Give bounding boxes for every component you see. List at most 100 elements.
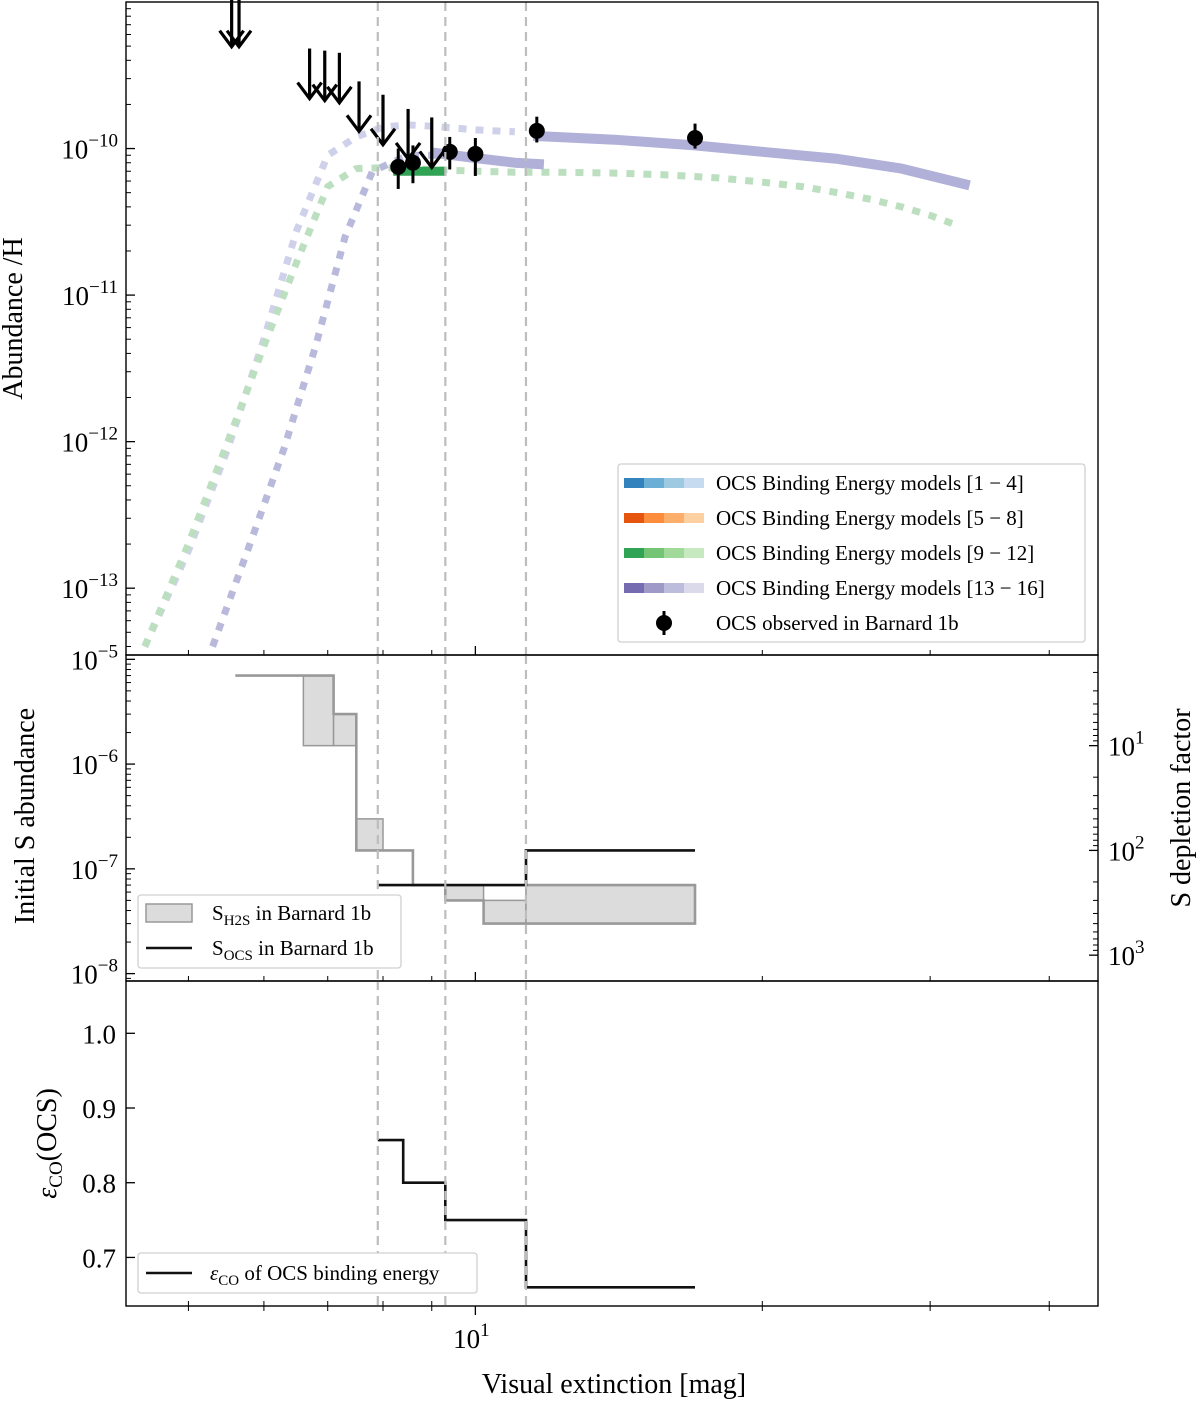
legend-swatch-segment <box>644 513 664 523</box>
upper-limit-arrow <box>326 52 353 106</box>
top-y-tick-label-base: 10 <box>62 281 89 311</box>
middle-y-tick-label-base: 10 <box>71 645 98 675</box>
upper-limit-arrow-head <box>326 85 353 106</box>
middle-y-tick-label-exp: −6 <box>98 746 118 767</box>
legend-swatch-segment <box>664 513 684 523</box>
upper-limit-arrow <box>345 81 373 135</box>
legend-swatch-segment <box>664 583 684 593</box>
legend-label-text: in Barnard 1b <box>250 901 371 925</box>
bottom-y-tick-label: 0.7 <box>82 1243 116 1273</box>
observation-point <box>404 145 421 184</box>
legend-swatch-segment <box>624 548 644 558</box>
legend-swatch-segment <box>664 548 684 558</box>
h2s-band <box>355 818 384 852</box>
legend-swatch-segment <box>624 478 644 488</box>
middle-y-tick-label-exp: −7 <box>98 851 118 872</box>
h2s-band <box>302 674 335 747</box>
middle-y-tick-label-exp: −8 <box>98 956 118 977</box>
bottom-y-axis-label: εCO(OCS) <box>32 1088 67 1199</box>
observation-marker <box>467 145 484 162</box>
h2s-band <box>444 884 485 902</box>
legend-label-subscript: OCS <box>224 948 253 964</box>
middle-y-tick-label: 10−6 <box>71 746 118 780</box>
middle-y2-tick-label: 102 <box>1108 832 1145 866</box>
observation-marker <box>528 122 545 139</box>
observation-point <box>441 136 458 170</box>
bottom-y-axis-label-tail: (OCS) <box>32 1088 63 1161</box>
middle-y-axis-label: Initial S abundance <box>10 708 41 924</box>
top-y-tick-label: 10−12 <box>61 424 118 458</box>
observation-marker <box>441 143 458 160</box>
top-y-tick-label-exp: −11 <box>89 277 118 298</box>
observation-point <box>467 138 484 176</box>
top-y-tick-label: 10−13 <box>61 570 118 604</box>
middle-y2-tick-label: 101 <box>1108 728 1145 762</box>
legend-label: OCS Binding Energy models [5 − 8] <box>716 506 1024 530</box>
top-y-tick-label-base: 10 <box>61 574 88 604</box>
top-y-tick-label: 10−10 <box>61 131 118 165</box>
bottom-legend-frame <box>137 1252 478 1294</box>
upper-limit-arrow-head <box>225 29 253 50</box>
legend-label: OCS Binding Energy models [13 − 16] <box>716 576 1045 600</box>
middle-y2-tick-label-base: 10 <box>1108 836 1135 866</box>
legend-swatch-segment <box>684 548 704 558</box>
eco-step-line <box>377 1138 695 1289</box>
middle-y-tick-label-base: 10 <box>71 960 98 990</box>
upper-limit-arrow <box>369 94 397 148</box>
upper-limit-arrow <box>225 0 253 50</box>
legend-swatch-segment <box>684 478 704 488</box>
middle-y2-tick-label-base: 10 <box>1108 941 1135 971</box>
top-y-tick-label-base: 10 <box>61 135 88 165</box>
legend-swatch-segment <box>644 478 664 488</box>
upper-limit-arrow <box>311 50 339 104</box>
legend-label: SH2S in Barnard 1b <box>212 901 371 929</box>
legend-marker-swatch <box>656 615 672 631</box>
middle-y2-tick-label-base: 10 <box>1108 732 1135 762</box>
x-tick-label-base: 10 <box>453 1324 480 1354</box>
bottom-legend: εCO of OCS binding energy <box>137 1252 478 1294</box>
bottom-y-axis-label-main: ε <box>32 1188 63 1199</box>
legend-h2s-swatch <box>145 903 193 923</box>
middle-y2-tick-label-exp: 1 <box>1135 728 1145 749</box>
bottom-y-tick-label: 0.9 <box>82 1094 116 1124</box>
series-line-model-9-12-dotted <box>141 164 959 648</box>
legend-label: OCS observed in Barnard 1b <box>716 611 959 635</box>
series-line-model-13-16-mid <box>209 151 496 648</box>
legend-label-subscript: H2S <box>224 913 251 929</box>
upper-limit-arrow <box>296 48 323 102</box>
h2s-band <box>525 884 696 925</box>
upper-limit-arrow-head <box>296 81 323 102</box>
legend-label-symbol: S <box>212 901 224 925</box>
middle-y-tick-label-exp: −5 <box>98 641 118 662</box>
h2s-band <box>332 713 358 747</box>
series-line-model-13-16-faint <box>141 121 515 648</box>
observation-marker <box>404 154 421 171</box>
middle-y-tick-label: 10−8 <box>71 956 118 990</box>
legend-label-text: in Barnard 1b <box>253 936 374 960</box>
middle-y2-tick-label-exp: 2 <box>1135 832 1145 853</box>
bottom-panel-frame <box>125 980 1099 1307</box>
middle-y-tick-label: 10−5 <box>71 641 118 675</box>
bottom-y-tick-label: 0.8 <box>82 1169 116 1199</box>
top-legend-frame <box>617 463 1086 643</box>
legend-label: εCO of OCS binding energy <box>210 1261 440 1289</box>
top-y-axis-label: Abundance /H <box>0 237 29 400</box>
observation-marker <box>390 158 407 175</box>
upper-limit-arrow-head <box>369 127 397 148</box>
series-line-model-13-16-fit-2 <box>532 130 971 191</box>
top-y-tick-label-base: 10 <box>61 428 88 458</box>
bottom-y-axis-label-sub: CO <box>46 1161 67 1187</box>
top-y-tick-label-exp: −13 <box>88 570 118 591</box>
h2s-band <box>482 899 527 925</box>
legend-swatch-segment <box>644 548 664 558</box>
legend-label-symbol: ε <box>210 1261 219 1285</box>
x-axis-label: Visual extinction [mag] <box>482 1369 746 1400</box>
middle-y-tick-label-base: 10 <box>71 750 98 780</box>
legend-swatch-segment <box>684 513 704 523</box>
upper-limit-arrow-head <box>418 150 446 171</box>
legend-swatch-segment <box>684 583 704 593</box>
middle-y2-axis-label: S depletion factor <box>1166 708 1197 908</box>
legend-label-symbol: S <box>212 936 224 960</box>
